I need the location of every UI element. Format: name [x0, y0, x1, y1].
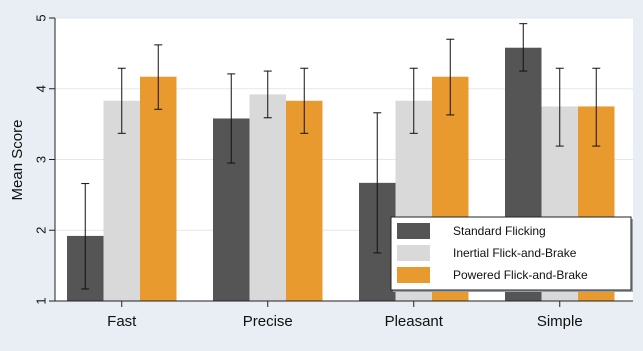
legend: Standard Flicking Inertial Flick-and-Brak… — [391, 217, 633, 292]
bar — [140, 77, 177, 301]
x-tick-label: Simple — [537, 313, 583, 330]
y-axis-label: Mean Score — [9, 120, 26, 201]
bar — [250, 94, 287, 301]
legend-label: Inertial Flick-and-Brake — [453, 246, 577, 260]
x-tick-label: Pleasant — [385, 313, 444, 330]
x-tick-label: Fast — [107, 313, 137, 330]
legend-swatch — [397, 267, 430, 283]
y-tick-label: 3 — [34, 156, 49, 163]
legend-label: Powered Flick-and-Brake — [453, 268, 588, 282]
y-tick-label: 2 — [34, 227, 49, 234]
x-tick-label: Precise — [243, 313, 293, 330]
legend-swatch — [397, 245, 430, 261]
legend-label: Standard Flicking — [453, 224, 546, 238]
y-tick-label: 5 — [34, 14, 49, 21]
y-tick-label: 1 — [34, 297, 49, 304]
legend-swatch — [397, 223, 430, 239]
y-tick-label: 4 — [34, 85, 49, 92]
